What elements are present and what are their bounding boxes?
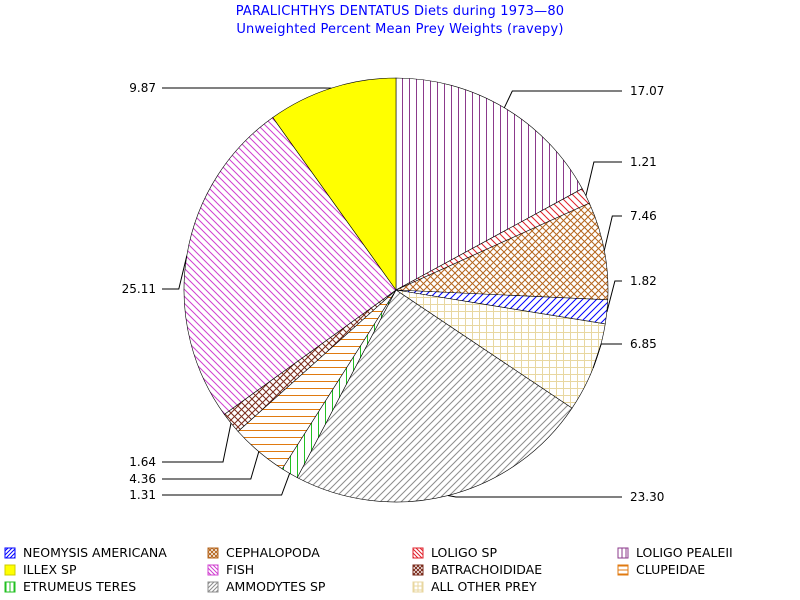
legend-label-all-other-prey: ALL OTHER PREY (431, 579, 537, 594)
legend-label-illex-sp: ILLEX SP (23, 562, 77, 577)
legend-label-clupeidae: CLUPEIDAE (636, 562, 705, 577)
leader-line-clupeidae (162, 451, 260, 480)
legend-swatch-fish (207, 564, 219, 576)
legend-item-neomysis-americana: NEOMYSIS AMERICANA (4, 545, 167, 560)
pie-slice-illex-sp (272, 77, 397, 291)
slice-label-loligo-sp: 1.21 (630, 155, 657, 169)
legend-label-loligo-pealeii: LOLIGO PEALEII (636, 545, 733, 560)
legend-item-fish: FISH (207, 562, 254, 577)
legend-label-etrumeus-teres: ETRUMEUS TERES (23, 579, 136, 594)
leader-line-loligo-sp (585, 161, 622, 196)
legend-label-ammodytes-sp: AMMODYTES SP (226, 579, 326, 594)
leader-line-all-other-prey (592, 343, 622, 369)
legend-item-ammodytes-sp: AMMODYTES SP (207, 579, 326, 594)
legend-label-cephalopoda: CEPHALOPODA (226, 545, 320, 560)
legend-item-cephalopoda: CEPHALOPODA (207, 545, 320, 560)
legend-swatch-batrachoididae (412, 564, 424, 576)
leader-line-neomysis-americana (606, 280, 622, 313)
legend-label-fish: FISH (226, 562, 254, 577)
slice-label-clupeidae: 4.36 (129, 472, 156, 486)
legend-swatch-illex-sp (4, 564, 16, 576)
legend-item-all-other-prey: ALL OTHER PREY (412, 579, 537, 594)
legend-item-illex-sp: ILLEX SP (4, 562, 77, 577)
slice-label-neomysis-americana: 1.82 (630, 274, 657, 288)
leader-line-batrachoididae (162, 422, 232, 463)
legend: NEOMYSIS AMERICANA CEPHALOPODA LOLIGO SP LO… (4, 545, 733, 594)
legend-swatch-etrumeus-teres (4, 581, 16, 593)
slice-labels: 17.07 1.21 7.46 1.82 6.85 23.30 1.31 4.36 1.64 25… (122, 81, 665, 504)
slice-label-etrumeus-teres: 1.31 (129, 488, 156, 502)
legend-swatch-all-other-prey (412, 581, 424, 593)
pie-slice-loligo-pealeii (395, 77, 583, 291)
chart-title: PARALICHTHYS DENTATUS Diets during 1973—… (235, 4, 565, 19)
slice-label-cephalopoda: 7.46 (630, 209, 657, 223)
leader-line-cephalopoda (603, 215, 622, 251)
legend-swatch-neomysis-americana (4, 547, 16, 559)
legend-item-batrachoididae: BATRACHOIDIDAE (412, 562, 542, 577)
slice-label-loligo-pealeii: 17.07 (630, 84, 664, 98)
leader-line-fish (162, 255, 188, 290)
slice-label-batrachoididae: 1.64 (129, 455, 156, 469)
pie-slices (183, 77, 609, 503)
leader-line-ammodytes-sp (447, 495, 622, 498)
leader-line-loligo-pealeii (503, 90, 622, 109)
slice-label-fish: 25.11 (122, 282, 156, 296)
slice-label-all-other-prey: 6.85 (630, 337, 657, 351)
legend-item-loligo-sp: LOLIGO SP (412, 545, 497, 560)
chart-subtitle: Unweighted Percent Mean Prey Weights (ra… (236, 22, 564, 37)
legend-swatch-cephalopoda (207, 547, 219, 559)
slice-label-illex-sp: 9.87 (129, 81, 156, 95)
leader-line-etrumeus-teres (162, 473, 291, 496)
legend-swatch-loligo-pealeii (617, 547, 629, 559)
pie-slice-cephalopoda (395, 202, 609, 301)
legend-item-loligo-pealeii: LOLIGO PEALEII (617, 545, 733, 560)
legend-label-neomysis-americana: NEOMYSIS AMERICANA (23, 545, 167, 560)
legend-swatch-loligo-sp (412, 547, 424, 559)
legend-swatch-clupeidae (617, 564, 629, 576)
slice-label-ammodytes-sp: 23.30 (630, 490, 664, 504)
legend-swatch-ammodytes-sp (207, 581, 219, 593)
legend-label-loligo-sp: LOLIGO SP (431, 545, 497, 560)
legend-item-clupeidae: CLUPEIDAE (617, 562, 705, 577)
legend-label-batrachoididae: BATRACHOIDIDAE (431, 562, 542, 577)
legend-item-etrumeus-teres: ETRUMEUS TERES (4, 579, 136, 594)
